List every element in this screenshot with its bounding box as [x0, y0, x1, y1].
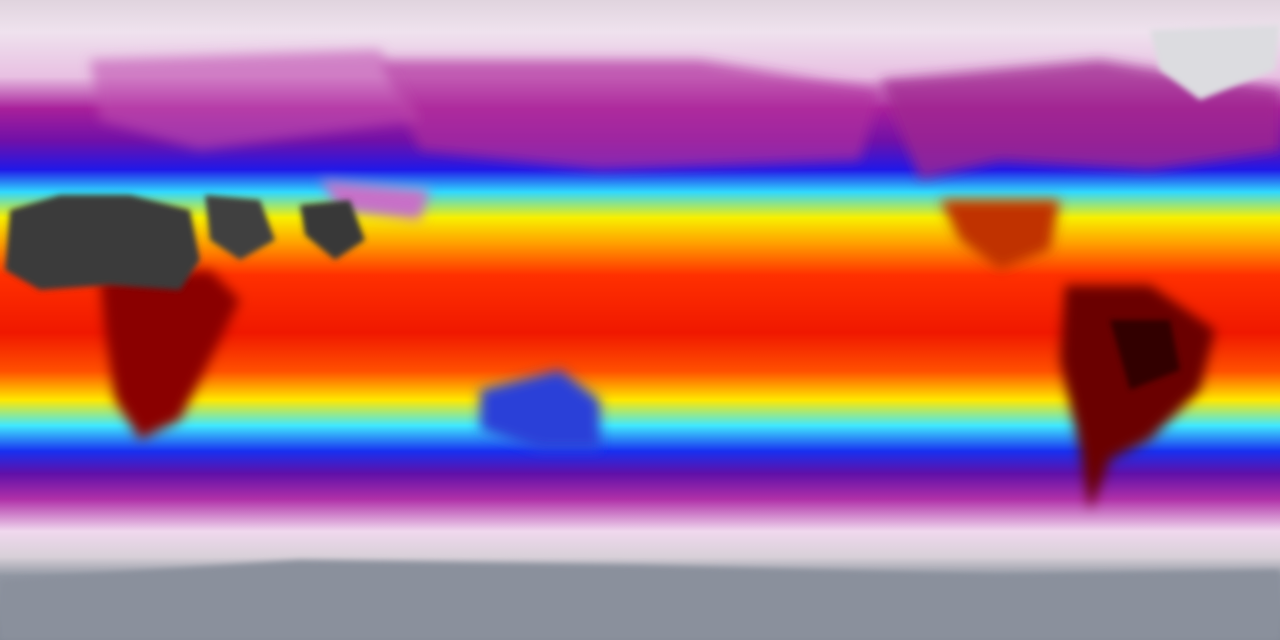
arabian-desert [205, 195, 275, 260]
greenland-ice [1150, 25, 1280, 100]
iran-desert [300, 200, 365, 260]
antarctica-ice [0, 560, 1280, 640]
tropical-africa [100, 270, 240, 440]
north-america-cold-region [880, 60, 1280, 180]
amazon-hot-core [1110, 320, 1180, 390]
eurasia-cold-region [90, 50, 420, 150]
siberia-cold-region [380, 60, 880, 170]
south-america [1060, 285, 1215, 510]
sahara-desert [5, 195, 200, 290]
australia [480, 370, 600, 450]
mexico-land [940, 200, 1060, 270]
